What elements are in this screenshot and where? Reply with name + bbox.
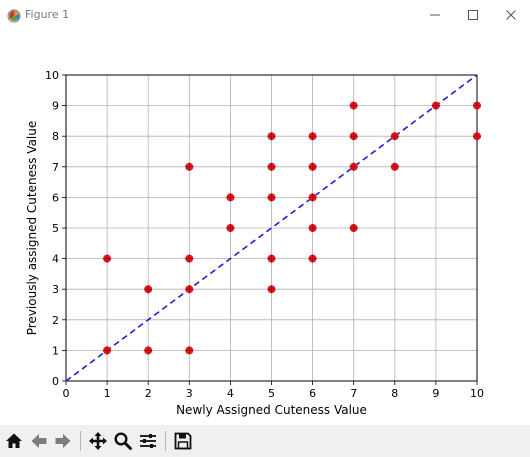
data-point [349, 224, 358, 232]
data-point [226, 224, 235, 232]
x-tick-label: 6 [309, 387, 316, 400]
maximize-button[interactable] [450, 0, 496, 30]
forward-icon [55, 434, 71, 448]
data-point [267, 285, 276, 294]
configure-subplots-button[interactable] [137, 429, 159, 453]
title-bar: Figure 1 [0, 0, 530, 30]
data-point [308, 224, 317, 232]
reference-line [65, 74, 478, 382]
x-axis-label: Newly Assigned Cuteness Value [176, 403, 367, 417]
x-tick-label: 2 [145, 387, 152, 400]
data-points [103, 101, 481, 355]
data-point [431, 101, 440, 110]
data-point [349, 162, 358, 171]
data-point [267, 193, 276, 202]
zoom-button[interactable] [112, 429, 134, 453]
y-tick-label: 7 [52, 161, 59, 174]
data-point [308, 254, 317, 263]
x-tick-label: 0 [63, 387, 70, 400]
data-point [103, 346, 112, 355]
data-point [144, 285, 153, 294]
toolbar-separator [165, 431, 166, 451]
y-tick-label: 5 [52, 222, 59, 235]
y-axis-label: Previously assigned Cuteness Value [25, 121, 39, 336]
close-icon [506, 10, 516, 20]
x-tick-label: 9 [432, 387, 439, 400]
data-point [267, 162, 276, 171]
y-tick-label: 2 [52, 314, 59, 327]
data-point [308, 193, 317, 202]
data-point [226, 193, 235, 202]
back-button[interactable] [28, 429, 50, 453]
navigation-toolbar [0, 425, 530, 457]
y-tick-label: 6 [52, 191, 59, 204]
data-point [390, 132, 399, 141]
y-tick-label: 8 [52, 130, 59, 143]
data-point [349, 101, 358, 110]
data-point [185, 346, 194, 355]
save-icon [174, 432, 192, 450]
reference-line-layer [65, 74, 478, 382]
x-tick-label: 5 [268, 387, 275, 400]
data-point [185, 254, 194, 263]
figure-canvas[interactable]: 0 1 2 3 4 5 6 7 8 9 10 0 1 2 3 4 5 6 7 8 9 10 Newly Assigned … [0, 30, 530, 425]
toolbar-separator [80, 431, 81, 451]
save-button[interactable] [172, 429, 194, 453]
data-point [103, 254, 112, 263]
data-point [185, 285, 194, 294]
matplotlib-app-icon [7, 8, 21, 23]
y-tick-label: 10 [45, 69, 59, 82]
maximize-icon [468, 10, 478, 20]
scatter-plot: 0 1 2 3 4 5 6 7 8 9 10 0 1 2 3 4 5 6 7 8 9 10 Newly Assigned … [25, 69, 484, 417]
home-button[interactable] [3, 429, 25, 453]
y-tick-label: 4 [52, 253, 59, 266]
pan-button[interactable] [87, 429, 109, 453]
close-button[interactable] [488, 0, 530, 30]
data-point [267, 254, 276, 263]
zoom-icon [114, 432, 132, 450]
window-title: Figure 1 [25, 8, 70, 21]
data-point [473, 132, 481, 141]
x-tick-label: 4 [227, 387, 234, 400]
x-tick-label: 8 [391, 387, 398, 400]
x-tick-label: 7 [350, 387, 357, 400]
home-icon [6, 433, 22, 448]
forward-button[interactable] [52, 429, 74, 453]
back-icon [31, 434, 47, 448]
data-point [144, 346, 153, 355]
data-point [185, 162, 194, 171]
y-tick-label: 3 [52, 283, 59, 296]
configure-subplots-icon [140, 434, 156, 448]
data-point [308, 132, 317, 141]
y-tick-label: 9 [52, 100, 59, 113]
data-point [473, 101, 481, 110]
y-tick-label: 1 [52, 344, 59, 357]
pan-icon [89, 432, 107, 450]
data-point [308, 162, 317, 171]
minimize-icon [430, 14, 440, 16]
data-point [267, 132, 276, 141]
data-point [349, 132, 358, 141]
data-point [390, 162, 399, 171]
x-tick-label: 3 [186, 387, 193, 400]
x-tick-label: 1 [104, 387, 111, 400]
y-tick-label: 0 [52, 375, 59, 388]
x-tick-label: 10 [470, 387, 484, 400]
minimize-button[interactable] [412, 0, 458, 30]
axis-ticks: 0 1 2 3 4 5 6 7 8 9 10 0 1 2 3 4 5 6 7 8 9 10 [45, 69, 484, 400]
